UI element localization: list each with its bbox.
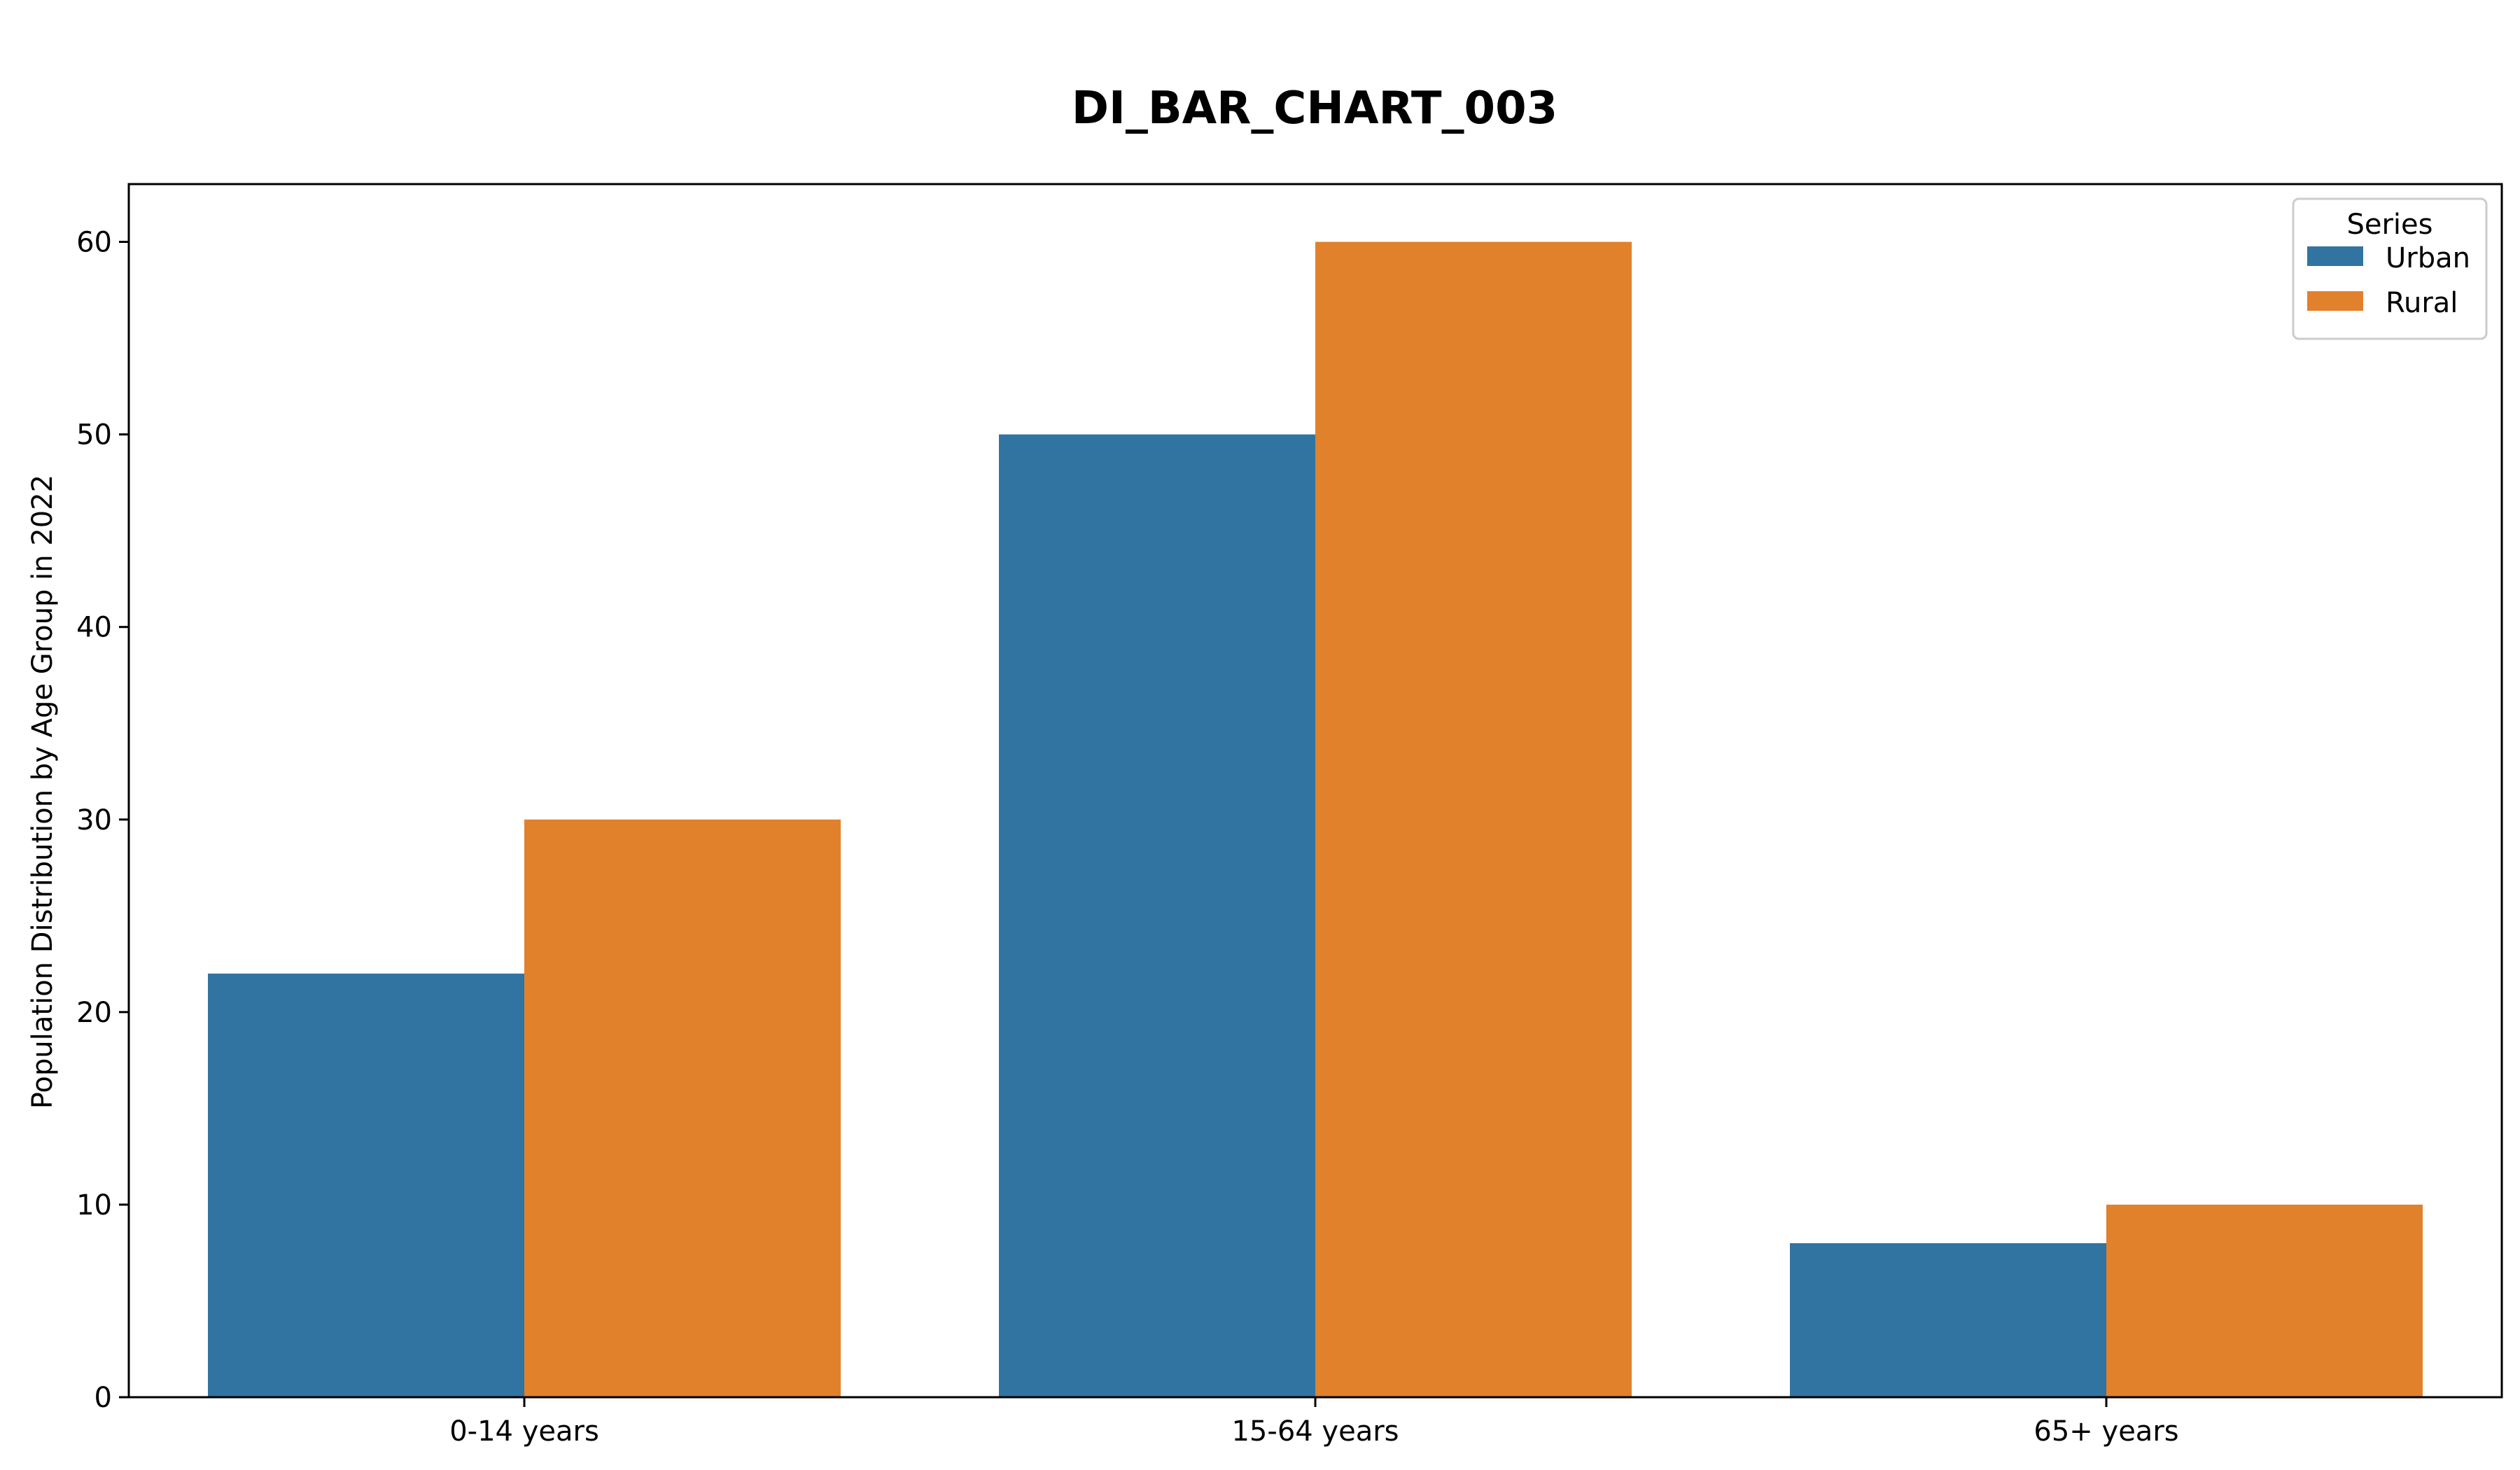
bar-rural-3 bbox=[2106, 1204, 2423, 1397]
x-tick-label: 65+ years bbox=[2033, 1415, 2178, 1448]
y-axis: 0 10 20 30 40 50 60 bbox=[76, 227, 129, 1414]
legend: Series Urban Rural bbox=[2292, 197, 2488, 340]
y-tick-label: 50 bbox=[76, 419, 112, 451]
bar-urban-3 bbox=[1790, 1242, 2106, 1397]
x-tick-label: 0-14 years bbox=[449, 1415, 599, 1448]
y-axis-label: Population Distribution by Age Group in … bbox=[27, 475, 59, 1109]
y-tick-label: 20 bbox=[76, 997, 112, 1029]
x-tick-label: 15-64 years bbox=[1231, 1415, 1399, 1448]
bar-rural-2 bbox=[1315, 241, 1632, 1397]
y-tick-label: 0 bbox=[94, 1382, 112, 1414]
bars-layer bbox=[208, 241, 2423, 1397]
y-tick-label: 60 bbox=[76, 227, 112, 259]
legend-label-urban: Urban bbox=[2386, 242, 2470, 274]
bar-urban-2 bbox=[999, 434, 1315, 1397]
y-tick-label: 40 bbox=[76, 612, 112, 644]
bar-rural-1 bbox=[524, 819, 841, 1397]
legend-swatch-urban bbox=[2307, 246, 2363, 266]
y-tick-label: 10 bbox=[76, 1189, 112, 1222]
legend-swatch-rural bbox=[2307, 291, 2363, 311]
y-tick-label: 30 bbox=[76, 804, 112, 836]
chart-title: DI_BAR_CHART_003 bbox=[1072, 83, 1558, 134]
bar-urban-1 bbox=[208, 973, 524, 1397]
legend-title: Series bbox=[2346, 209, 2432, 241]
legend-label-rural: Rural bbox=[2386, 287, 2458, 319]
x-axis: 0-14 years 15-64 years 65+ years bbox=[449, 1397, 2179, 1448]
legend-items: Urban Rural bbox=[2307, 242, 2470, 319]
